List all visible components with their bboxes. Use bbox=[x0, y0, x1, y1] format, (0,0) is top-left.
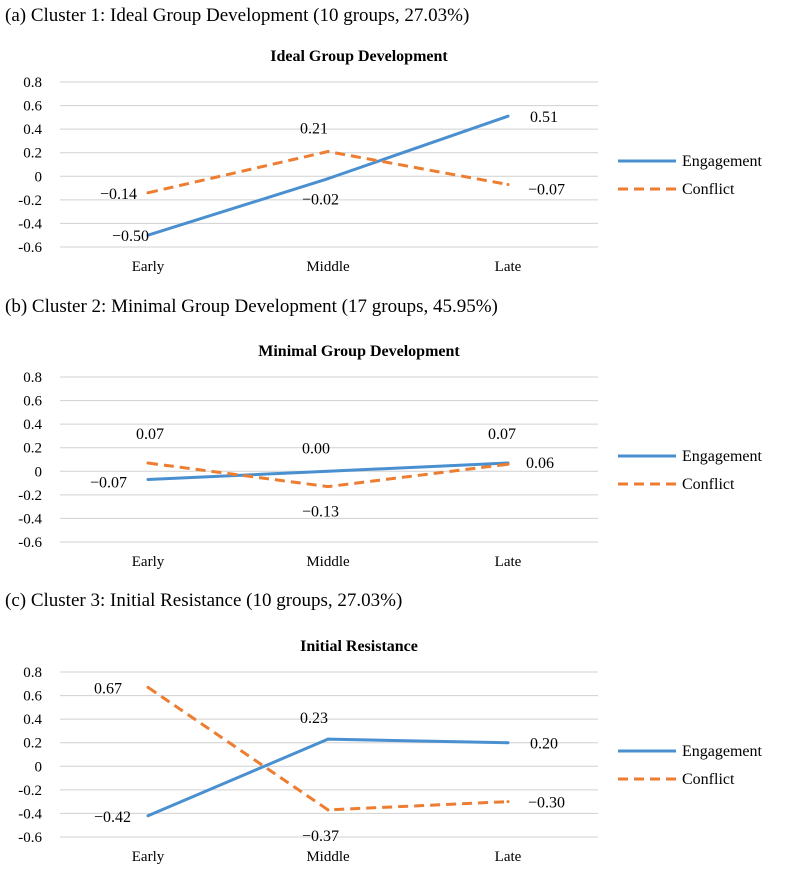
y-tick-label: -0.6 bbox=[18, 830, 42, 846]
x-tick-label: Middle bbox=[306, 259, 350, 275]
data-point bbox=[326, 808, 330, 812]
data-label: 0.23 bbox=[300, 710, 328, 727]
y-tick-label: 0 bbox=[35, 759, 43, 775]
data-point bbox=[146, 814, 150, 818]
y-tick-label: 0.8 bbox=[23, 370, 42, 386]
legend-label: Engagement bbox=[682, 448, 763, 465]
line-chart: Minimal Group Development 0.8 0.6 0.4 0.2 0 -0… bbox=[18, 343, 763, 570]
data-point bbox=[326, 485, 330, 489]
data-point bbox=[326, 737, 330, 741]
data-label: −0.37 bbox=[302, 828, 339, 845]
legend-label: Conflict bbox=[682, 771, 735, 788]
data-label: 0.07 bbox=[136, 426, 164, 443]
data-point bbox=[506, 183, 510, 187]
x-tick-label: Early bbox=[132, 554, 165, 570]
x-tick-label: Early bbox=[132, 259, 165, 275]
y-tick-label: -0.2 bbox=[18, 488, 42, 504]
data-label: −0.50 bbox=[112, 228, 149, 245]
y-tick-label: -0.6 bbox=[18, 535, 42, 551]
y-tick-label: 0 bbox=[35, 169, 43, 185]
line-chart: Ideal Group Development 0.8 0.6 0.4 0.2 0 -0.2… bbox=[18, 48, 763, 275]
y-tick-label: 0.4 bbox=[23, 417, 42, 433]
x-tick-label: Late bbox=[495, 849, 522, 865]
data-point bbox=[326, 177, 330, 181]
legend-label: Conflict bbox=[682, 476, 735, 493]
data-point bbox=[506, 800, 510, 804]
line-chart: Initial Resistance0.80.60.40.20-0.2-0.4-… bbox=[18, 638, 763, 865]
x-tick-label: Middle bbox=[306, 849, 350, 865]
x-tick-label: Early bbox=[132, 849, 165, 865]
y-tick-label: -0.4 bbox=[18, 806, 42, 822]
data-label: 0.67 bbox=[94, 680, 122, 697]
panel-caption: (a) Cluster 1: Ideal Group Development (… bbox=[5, 5, 470, 26]
data-point bbox=[146, 685, 150, 689]
y-tick-label: 0.2 bbox=[23, 146, 42, 162]
x-tick-label: Middle bbox=[306, 554, 350, 570]
x-tick-label: Late bbox=[495, 554, 522, 570]
y-tick-label: 0.8 bbox=[23, 665, 42, 681]
y-tick-label: -0.2 bbox=[18, 193, 42, 209]
y-tick-label: -0.2 bbox=[18, 783, 42, 799]
data-label: 0.07 bbox=[488, 426, 516, 443]
data-point bbox=[326, 150, 330, 154]
data-label: −0.02 bbox=[302, 192, 339, 209]
data-label: −0.07 bbox=[528, 182, 565, 199]
data-label: 0.51 bbox=[530, 109, 558, 126]
data-point bbox=[506, 114, 510, 118]
y-tick-label: 0.2 bbox=[23, 441, 42, 457]
y-tick-label: 0 bbox=[35, 464, 43, 480]
y-tick-label: -0.4 bbox=[18, 511, 42, 527]
data-point bbox=[146, 233, 150, 237]
legend-label: Engagement bbox=[682, 743, 763, 760]
data-point bbox=[506, 462, 510, 466]
data-label: −0.42 bbox=[94, 809, 131, 826]
panel-caption: (b) Cluster 2: Minimal Group Development… bbox=[5, 296, 498, 317]
data-point bbox=[146, 461, 150, 465]
y-tick-label: 0.6 bbox=[23, 689, 42, 705]
y-tick-label: 0.4 bbox=[23, 712, 42, 728]
data-label: 0.20 bbox=[530, 736, 558, 753]
data-label: −0.14 bbox=[100, 186, 137, 203]
data-point bbox=[326, 469, 330, 473]
data-point bbox=[506, 741, 510, 745]
data-label: −0.07 bbox=[90, 475, 127, 492]
y-tick-label: -0.4 bbox=[18, 216, 42, 232]
data-point bbox=[146, 478, 150, 482]
data-label: 0.06 bbox=[526, 455, 554, 472]
y-tick-label: -0.6 bbox=[18, 240, 42, 256]
data-label: 0.21 bbox=[300, 121, 328, 138]
data-label: −0.13 bbox=[302, 504, 339, 521]
y-tick-label: 0.2 bbox=[23, 736, 42, 752]
data-label: −0.30 bbox=[528, 795, 565, 812]
chart-title: Ideal Group Development bbox=[270, 48, 448, 65]
x-tick-label: Late bbox=[495, 259, 522, 275]
panel-caption: (c) Cluster 3: Initial Resistance (10 gr… bbox=[5, 590, 403, 611]
legend-label: Engagement bbox=[682, 153, 763, 170]
data-point bbox=[146, 191, 150, 195]
y-tick-label: 0.4 bbox=[23, 122, 42, 138]
chart-title: Minimal Group Development bbox=[258, 343, 460, 360]
legend-label: Conflict bbox=[682, 181, 735, 198]
series-line-conflict bbox=[147, 150, 509, 195]
y-tick-label: 0.8 bbox=[23, 75, 42, 91]
y-tick-label: 0.6 bbox=[23, 394, 42, 410]
chart-title: Initial Resistance bbox=[300, 638, 418, 655]
y-tick-label: 0.6 bbox=[23, 99, 42, 115]
data-label: 0.00 bbox=[302, 440, 330, 457]
